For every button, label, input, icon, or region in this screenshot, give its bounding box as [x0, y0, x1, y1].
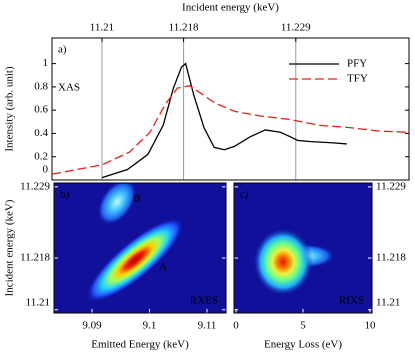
y-tick-label: 1 — [43, 57, 49, 69]
x-tick-label: 9.1 — [143, 320, 157, 332]
y-tick-label: 0.8 — [34, 80, 48, 92]
x-tick-label: 9.09 — [82, 320, 102, 332]
feature-a — [86, 217, 184, 303]
y-tick-label: 11.229 — [20, 180, 50, 192]
x-tick-label: 11.218 — [169, 22, 199, 34]
panel-label: a) — [58, 44, 67, 56]
legend-label: PFY — [347, 58, 367, 70]
x-tick-label: 10 — [364, 320, 376, 332]
x-tick-label: 11.229 — [281, 22, 311, 34]
plot-frame — [51, 37, 410, 181]
annotation: XAS — [58, 82, 80, 94]
x-axis-label: Energy Loss (eV) — [264, 339, 342, 351]
x-axis-label: Incident energy (keV) — [182, 2, 279, 14]
rixs-map — [234, 183, 372, 313]
x-tick-label: 11.21 — [90, 22, 114, 34]
plot-frame — [233, 182, 373, 314]
panel-label: c) — [240, 189, 249, 201]
y-tick-label: 11.21 — [376, 297, 400, 309]
y-tick-label: 0 — [43, 164, 49, 176]
x-tick-label: 9.11 — [198, 320, 217, 332]
series-line — [51, 85, 409, 175]
series-line — [101, 62, 347, 179]
y-tick-label: 11.21 — [26, 297, 50, 309]
y-tick-label: 11.218 — [376, 252, 406, 264]
x-axis-label: Emitted Energy (keV) — [91, 339, 189, 351]
y-axis-label: Intensity (arb. unit) — [4, 66, 16, 152]
y-tick-label: 11.218 — [20, 252, 50, 264]
y-tick-label: 0.6 — [34, 104, 48, 116]
panel-label: b) — [60, 189, 70, 201]
y-tick-label: 11.229 — [376, 180, 406, 192]
peak-label: B — [133, 193, 140, 205]
y-tick-label: 0.4 — [34, 127, 48, 139]
annotation: RIXS — [339, 295, 364, 307]
peak-label: A — [159, 262, 167, 274]
y-axis-label: Incident energy (keV) — [4, 199, 16, 296]
feature — [253, 228, 313, 296]
feature-b — [97, 183, 137, 226]
annotation: RXES — [190, 295, 218, 307]
plot-frame — [53, 182, 227, 314]
legend-label: TFY — [347, 73, 368, 85]
x-tick-label: 5 — [300, 320, 306, 332]
x-tick-label: 0 — [233, 320, 239, 332]
y-tick-label: 0.2 — [34, 150, 48, 162]
rxes-map — [54, 183, 226, 313]
